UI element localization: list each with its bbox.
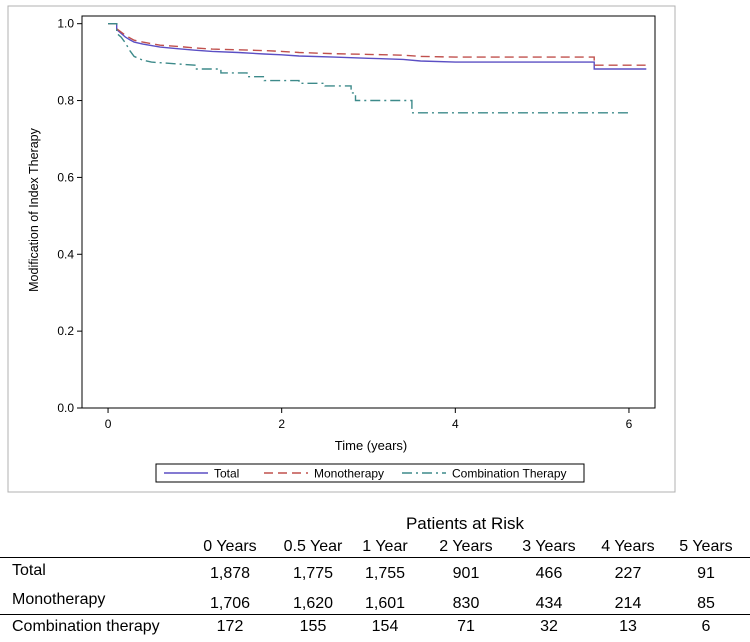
table-cell: 1,601 bbox=[364, 595, 406, 612]
table-cell: 91 bbox=[697, 565, 715, 582]
legend: Total Monotherapy Combination Therapy bbox=[155, 463, 585, 483]
table-cell: 154 bbox=[371, 618, 399, 635]
column-header: 3 Years bbox=[522, 538, 576, 555]
table-cell: 1,706 bbox=[209, 595, 251, 612]
plot-area: 0 2 4 6 0.0 0.2 0.4 0.6 0.8 1.0 bbox=[57, 15, 656, 431]
table-cell: 227 bbox=[614, 565, 642, 582]
x-axis-label: Time (years) bbox=[335, 438, 407, 453]
table-cell: 466 bbox=[535, 565, 563, 582]
risk-table-title: Patients at Risk bbox=[405, 514, 525, 533]
y-tick-label: 0.0 bbox=[57, 401, 74, 415]
table-cell: 1,878 bbox=[209, 565, 251, 582]
column-header: 4 Years bbox=[601, 538, 655, 555]
row-label: Monotherapy bbox=[12, 591, 106, 608]
x-tick-label: 2 bbox=[278, 417, 285, 431]
series-line-monotherapy bbox=[108, 23, 647, 66]
y-tick-label: 1.0 bbox=[57, 17, 74, 31]
column-header: 2 Years bbox=[439, 538, 493, 555]
table-cell: 32 bbox=[540, 618, 558, 635]
x-tick-label: 0 bbox=[105, 417, 112, 431]
column-header: 5 Years bbox=[679, 538, 733, 555]
y-tick-label: 0.2 bbox=[57, 324, 74, 338]
row-label: Combination therapy bbox=[12, 618, 160, 635]
table-cell: 85 bbox=[697, 595, 715, 612]
x-tick-label: 6 bbox=[626, 417, 633, 431]
risk-row-monotherapy: Monotherapy 1,706 1,620 1,601 830 434 21… bbox=[0, 591, 750, 615]
table-cell: 71 bbox=[457, 618, 475, 635]
risk-row-total: Total 1,878 1,775 1,755 901 466 227 91 bbox=[0, 562, 750, 586]
column-header: 0 Years bbox=[203, 538, 257, 555]
row-label: Total bbox=[12, 562, 46, 579]
risk-table-header: 0 Years 0.5 Year 1 Year 2 Years 3 Years … bbox=[0, 538, 750, 562]
y-tick-label: 0.4 bbox=[57, 247, 74, 261]
legend-label: Combination Therapy bbox=[452, 467, 567, 481]
table-cell: 155 bbox=[299, 618, 327, 635]
legend-label: Total bbox=[214, 467, 239, 481]
table-cell: 901 bbox=[452, 565, 480, 582]
risk-row-combination: Combination therapy 172 155 154 71 32 13… bbox=[0, 618, 750, 642]
header-rule bbox=[0, 557, 750, 558]
table-cell: 830 bbox=[452, 595, 480, 612]
x-tick-label: 4 bbox=[452, 417, 459, 431]
table-cell: 1,775 bbox=[292, 565, 334, 582]
table-cell: 172 bbox=[216, 618, 244, 635]
series-line-total bbox=[108, 23, 647, 70]
legend-label: Monotherapy bbox=[314, 467, 384, 481]
table-cell: 1,620 bbox=[292, 595, 334, 612]
table-cell: 13 bbox=[619, 618, 637, 635]
column-header: 0.5 Year bbox=[283, 538, 343, 555]
y-tick-label: 0.8 bbox=[57, 94, 74, 108]
table-cell: 214 bbox=[614, 595, 642, 612]
series-line-combination-therapy bbox=[108, 23, 629, 114]
plot-border bbox=[81, 15, 656, 409]
table-cell: 1,755 bbox=[364, 565, 406, 582]
table-cell: 434 bbox=[535, 595, 563, 612]
y-axis-label: Modification of Index Therapy bbox=[27, 127, 41, 292]
column-header: 1 Year bbox=[362, 538, 408, 555]
legend-box bbox=[155, 463, 585, 483]
y-tick-label: 0.6 bbox=[57, 170, 74, 184]
figure-frame bbox=[7, 5, 676, 493]
table-cell: 6 bbox=[701, 618, 711, 635]
row-rule bbox=[0, 614, 750, 615]
